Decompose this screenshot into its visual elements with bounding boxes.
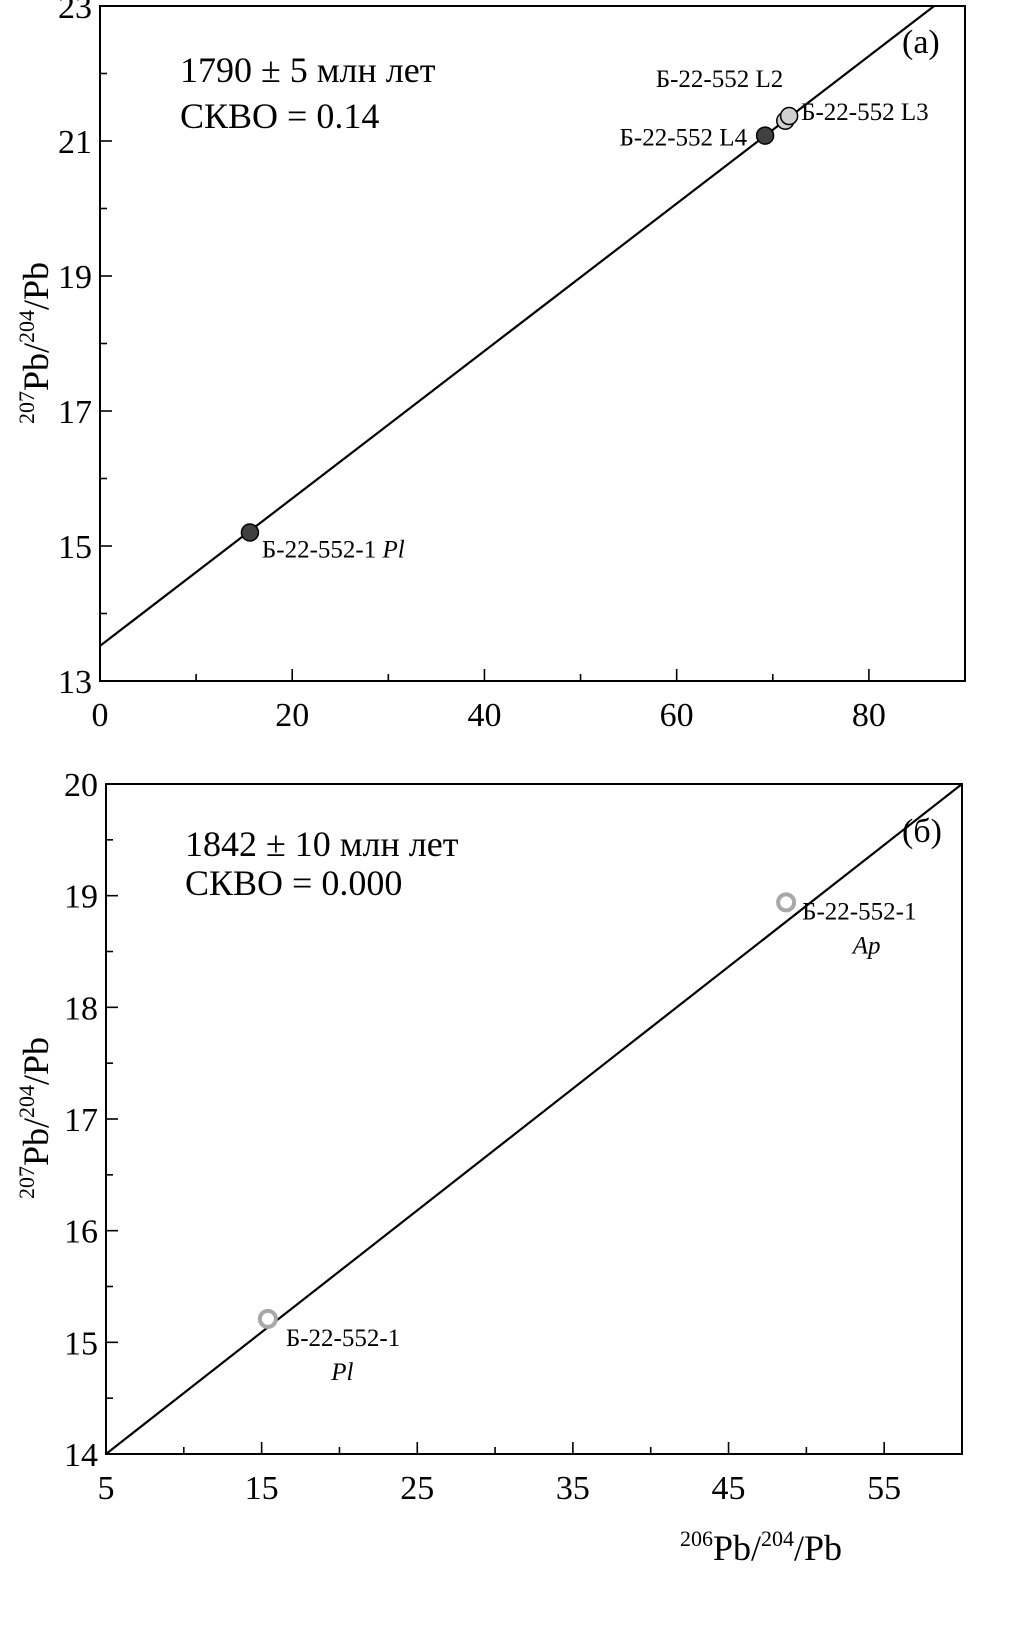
data-point-dark	[755, 126, 775, 145]
point-label: Б-22-552 L3	[801, 99, 929, 126]
mswd-annotation: СКВО = 0.14	[180, 96, 379, 136]
data-point-light	[779, 106, 799, 126]
x-tick-label: 15	[245, 1470, 279, 1507]
y-tick-label: 15	[64, 1325, 98, 1362]
y-tick-label: 23	[58, 0, 92, 26]
panel-b-chart: 5 15 25 35 45 55 14 15 16 17 18 19 20 207Pb/204/Pb 206…	[14, 767, 963, 1568]
point-label: Б-22-552-1	[802, 898, 916, 925]
age-annotation: 1790 ± 5 млн лет	[180, 50, 436, 90]
point-label-mineral: Ap	[851, 932, 881, 959]
x-tick-label: 80	[852, 697, 886, 734]
y-tick-label: 17	[58, 394, 92, 431]
isochron-line	[106, 784, 962, 1454]
point-label: Б-22-552-1	[286, 1325, 400, 1352]
age-annotation: 1842 ± 10 млн лет	[185, 824, 459, 864]
y-tick-label: 13	[58, 664, 92, 701]
y-tick-label: 20	[64, 767, 98, 804]
y-tick-label: 18	[64, 990, 98, 1027]
y-tick-label: 17	[64, 1102, 98, 1139]
x-tick-label: 40	[467, 697, 501, 734]
y-axis-label: 207Pb/204/Pb	[14, 262, 56, 424]
x-tick-label: 35	[556, 1470, 590, 1507]
y-tick-label: 16	[64, 1214, 98, 1251]
panel-label: (б)	[902, 813, 942, 850]
x-tick-label: 55	[867, 1470, 901, 1507]
x-tick-label: 45	[712, 1470, 746, 1507]
data-point-hollow	[257, 1308, 278, 1329]
y-tick-label: 15	[58, 529, 92, 566]
data-point-dark	[240, 523, 260, 542]
y-axis-label: 207Pb/204/Pb	[14, 1037, 56, 1199]
y-tick-label: 14	[64, 1437, 98, 1474]
x-tick-label: 5	[98, 1470, 115, 1507]
y-tick-label: 21	[58, 124, 92, 161]
x-tick-label: 0	[92, 697, 109, 734]
x-tick-label: 25	[400, 1470, 434, 1507]
point-label-mineral: Pl	[330, 1359, 353, 1386]
point-label: Б-22-552 L4	[620, 125, 748, 152]
panel-label: (a)	[902, 24, 940, 61]
x-tick-label: 60	[660, 697, 694, 734]
x-tick-label: 20	[275, 697, 309, 734]
y-tick-label: 19	[64, 879, 98, 916]
point-label: Б-22-552 L2	[656, 66, 784, 93]
data-point-hollow	[776, 892, 797, 913]
mswd-annotation: СКВО = 0.000	[185, 863, 402, 903]
point-label: Б-22-552-1 Pl	[262, 537, 405, 564]
panel-a-chart: 0 20 40 60 80 13 15 17 19 21 23 207Pb/204/Pb 1790 ± …	[14, 0, 966, 734]
x-axis-label: 206Pb/204/Pb	[680, 1526, 842, 1568]
y-tick-label: 19	[58, 259, 92, 296]
